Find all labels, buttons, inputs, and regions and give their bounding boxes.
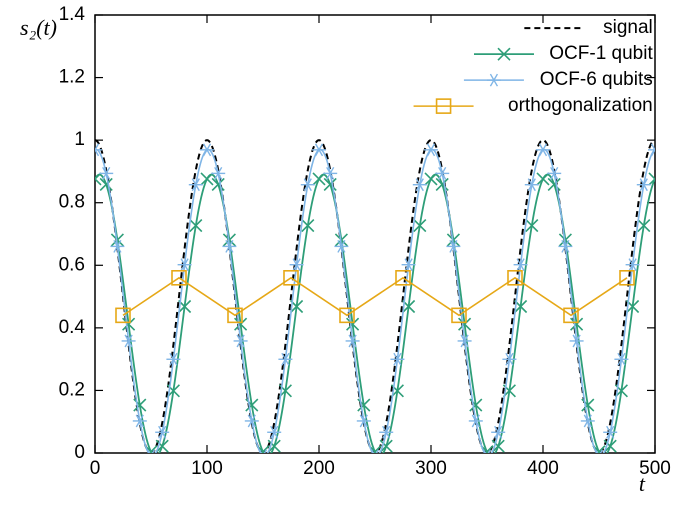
legend-label-ocf6: OCF-6 qubits	[540, 69, 653, 90]
y-tick-label: 0.4	[59, 317, 86, 338]
x-tick-label: 100	[191, 458, 223, 479]
y-tick-label: 1	[74, 129, 85, 150]
x-tick-label: 400	[527, 458, 559, 479]
legend-label-signal: signal	[603, 17, 653, 38]
legend-label-ocf1: OCF-1 qubit	[549, 43, 653, 64]
x-tick-label: 0	[90, 458, 101, 479]
y-axis-label: s₂(t)	[20, 15, 57, 40]
x-tick-label: 300	[415, 458, 447, 479]
legend-label-ortho: orthogonalization	[508, 95, 653, 116]
y-tick-label: 1.4	[59, 4, 86, 25]
y-tick-label: 0.6	[59, 254, 85, 275]
x-tick-label: 200	[303, 458, 335, 479]
y-tick-label: 1.2	[59, 67, 85, 88]
y-tick-label: 0	[74, 442, 85, 463]
y-tick-label: 0.8	[59, 192, 85, 213]
y-tick-label: 0.2	[59, 379, 85, 400]
x-axis-label: t	[639, 471, 646, 496]
